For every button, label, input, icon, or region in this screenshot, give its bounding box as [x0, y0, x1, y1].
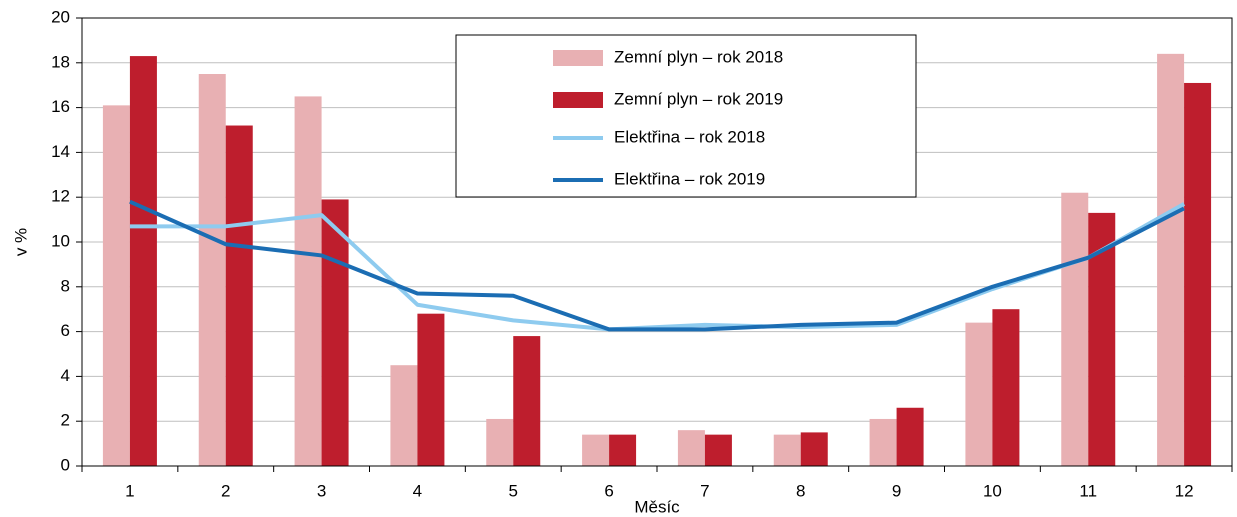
x-tick-label: 1	[125, 481, 134, 500]
y-tick-label: 20	[51, 7, 70, 26]
line	[129, 199, 1185, 332]
x-tick-label: 3	[317, 481, 326, 500]
bar	[417, 313, 445, 466]
legend-swatch	[553, 92, 603, 108]
legend-label: Zemní plyn – rok 2019	[614, 89, 783, 108]
x-tick-label: 10	[983, 481, 1002, 500]
bar	[390, 365, 418, 466]
line	[129, 202, 1186, 332]
y-axis-label: v %	[11, 228, 30, 256]
x-axis-label: Měsíc	[634, 497, 680, 516]
bar	[513, 336, 541, 466]
bar	[1061, 192, 1089, 466]
bar	[486, 418, 514, 466]
legend-label: Elektřina – rok 2018	[614, 127, 765, 146]
bar	[896, 407, 924, 466]
x-tick-label: 4	[413, 481, 422, 500]
y-tick-label: 12	[51, 187, 70, 206]
x-tick-label: 7	[700, 481, 709, 500]
x-tick-label: 6	[604, 481, 613, 500]
y-tick-label: 8	[61, 276, 70, 295]
bar	[225, 125, 253, 467]
bar	[704, 434, 732, 466]
legend-box	[455, 34, 917, 198]
bar	[1157, 53, 1185, 467]
bar	[965, 322, 993, 466]
bar	[294, 96, 322, 467]
bar	[800, 432, 828, 466]
bar	[198, 74, 226, 466]
x-tick-label: 12	[1175, 481, 1194, 500]
bar	[677, 430, 705, 466]
bar	[129, 56, 157, 467]
bar	[102, 105, 130, 467]
y-tick-label: 0	[61, 455, 70, 474]
legend-label: Elektřina – rok 2019	[614, 169, 765, 188]
y-tick-label: 2	[61, 411, 70, 430]
bar	[321, 199, 349, 466]
y-tick-label: 10	[51, 231, 70, 250]
y-tick-label: 6	[61, 321, 70, 340]
bar	[869, 418, 897, 466]
y-tick-label: 4	[61, 366, 70, 385]
x-tick-label: 5	[509, 481, 518, 500]
bar	[773, 434, 801, 466]
y-tick-label: 18	[51, 52, 70, 71]
bar	[582, 434, 610, 466]
x-tick-label: 8	[796, 481, 805, 500]
legend-label: Zemní plyn – rok 2018	[614, 47, 783, 66]
bar	[609, 434, 637, 466]
x-tick-label: 9	[892, 481, 901, 500]
bar	[992, 309, 1020, 466]
x-tick-label: 2	[221, 481, 230, 500]
legend-swatch	[553, 50, 603, 66]
bar	[1184, 82, 1212, 467]
plot-border	[81, 17, 1233, 467]
x-tick-label: 11	[1079, 481, 1097, 500]
y-tick-label: 16	[51, 97, 70, 116]
y-tick-label: 14	[51, 142, 70, 161]
